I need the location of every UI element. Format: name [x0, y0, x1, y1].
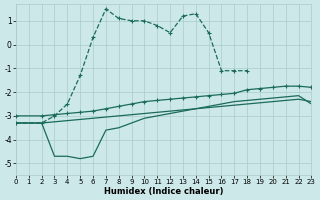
X-axis label: Humidex (Indice chaleur): Humidex (Indice chaleur): [104, 187, 223, 196]
